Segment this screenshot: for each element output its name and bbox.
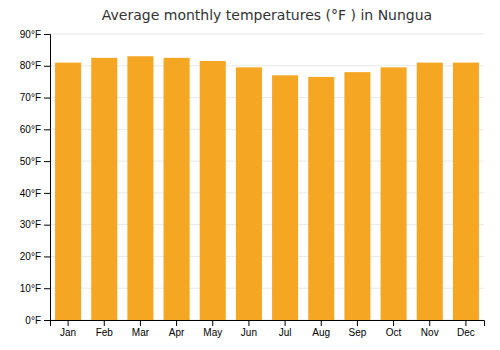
bar	[381, 67, 407, 320]
y-tick: 30°F	[20, 219, 50, 230]
bar	[344, 72, 370, 320]
x-tick-mark	[285, 320, 286, 326]
y-tick-mark	[44, 161, 50, 162]
y-tick-label: 10°F	[20, 283, 41, 294]
grid	[50, 34, 484, 320]
chart-svg: Jan Feb Mar Apr May Jun Jul Aug Sep Oct Nov Dec 0°F 1…	[0, 0, 500, 350]
x-tick: Oct	[386, 320, 402, 338]
y-tick-mark	[44, 129, 50, 130]
bar	[127, 56, 153, 320]
bar	[453, 63, 479, 320]
y-tick-mark	[44, 225, 50, 226]
x-tick: Mar	[132, 320, 150, 338]
y-tick-label: 80°F	[20, 60, 41, 71]
y-tick-label: 40°F	[20, 188, 41, 199]
y-tick-label: 50°F	[20, 156, 41, 167]
y-tick-label: 0°F	[25, 315, 41, 326]
x-tick-mark	[212, 320, 213, 326]
x-tick-mark	[357, 320, 358, 326]
x-tick-mark	[248, 320, 249, 326]
x-tick: Jul	[279, 320, 292, 338]
x-tick-mark	[68, 320, 69, 326]
x-tick-label: May	[203, 327, 222, 338]
y-tick-label: 70°F	[20, 92, 41, 103]
bar	[417, 63, 443, 320]
x-tick-mark	[176, 320, 177, 326]
bar	[55, 63, 81, 320]
y-tick: 0°F	[25, 315, 50, 326]
chart-container: Jan Feb Mar Apr May Jun Jul Aug Sep Oct Nov Dec 0°F 1…	[0, 0, 500, 350]
y-tick: 10°F	[20, 283, 50, 294]
x-tick-mark	[465, 320, 466, 326]
x-tick-label: Dec	[457, 327, 475, 338]
y-tick-mark	[44, 98, 50, 99]
x-tick: Dec	[457, 320, 475, 338]
y-tick: 60°F	[20, 124, 50, 135]
x-tick: Feb	[96, 320, 114, 338]
y-tick: 80°F	[20, 60, 50, 71]
y-tick-mark	[44, 288, 50, 289]
bar	[236, 67, 262, 320]
x-tick-label: Nov	[421, 327, 439, 338]
bar	[91, 58, 117, 320]
x-tick: Apr	[169, 320, 185, 338]
x-tick-label: Mar	[132, 327, 150, 338]
x-tick: Sep	[349, 320, 367, 338]
grid-line	[50, 34, 484, 35]
bar	[164, 58, 190, 320]
y-tick: 70°F	[20, 92, 50, 103]
bar	[308, 77, 334, 320]
y-tick-label: 60°F	[20, 124, 41, 135]
y-tick: 20°F	[20, 251, 50, 262]
y-tick: 50°F	[20, 156, 50, 167]
y-axis: 0°F 10°F 20°F 30°F 40°F 50°F 60°F 70°F 80°F 90°F	[20, 29, 51, 326]
y-tick-mark	[44, 256, 50, 257]
x-tick-mark	[140, 320, 141, 326]
bar	[272, 75, 298, 320]
bar	[200, 61, 226, 320]
x-tick-mark	[104, 320, 105, 326]
x-tick-mark	[429, 320, 430, 326]
x-tick-label: Aug	[312, 327, 330, 338]
y-tick-mark	[44, 320, 50, 321]
x-tick-label: Jul	[279, 327, 292, 338]
x-axis-line	[51, 321, 485, 327]
x-tick-label: Sep	[349, 327, 367, 338]
title: Average monthly temperatures (°F ) in Nu…	[102, 7, 432, 23]
x-axis: Jan Feb Mar Apr May Jun Jul Aug Sep Oct Nov Dec	[51, 320, 485, 338]
y-tick-label: 30°F	[20, 219, 41, 230]
x-tick-mark	[393, 320, 394, 326]
x-tick: Jan	[60, 320, 76, 338]
y-tick-label: 90°F	[20, 29, 41, 40]
bars	[55, 56, 479, 320]
x-tick: Nov	[421, 320, 439, 338]
x-tick-label: Oct	[386, 327, 402, 338]
y-tick-mark	[44, 66, 50, 67]
plot: Jan Feb Mar Apr May Jun Jul Aug Sep Oct Nov Dec 0°F 1…	[20, 29, 485, 338]
y-axis-line	[44, 35, 51, 321]
x-tick-label: Jun	[241, 327, 257, 338]
x-tick: Jun	[241, 320, 257, 338]
x-tick-label: Feb	[96, 327, 114, 338]
y-tick-label: 20°F	[20, 251, 41, 262]
y-tick: 90°F	[20, 29, 50, 40]
x-tick: May	[203, 320, 222, 338]
x-tick: Aug	[312, 320, 330, 338]
x-tick-label: Jan	[60, 327, 76, 338]
x-tick-label: Apr	[169, 327, 185, 338]
y-tick-mark	[44, 34, 50, 35]
y-tick-mark	[44, 193, 50, 194]
x-tick-mark	[321, 320, 322, 326]
y-tick: 40°F	[20, 188, 50, 199]
